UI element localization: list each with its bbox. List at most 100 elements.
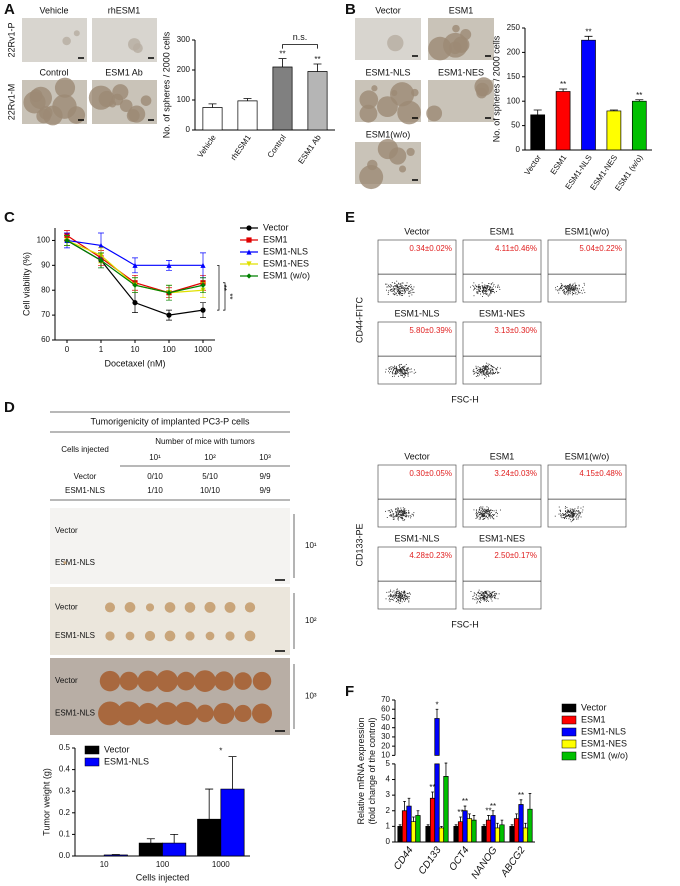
event-dot <box>400 511 402 513</box>
event-dot <box>385 371 387 373</box>
table-cell: 9/9 <box>259 486 271 495</box>
event-dot <box>478 368 480 370</box>
event-dot <box>394 371 396 373</box>
event-dot <box>573 509 575 511</box>
event-dot <box>407 593 409 595</box>
legend-marker <box>246 237 252 243</box>
event-dot <box>572 514 573 516</box>
event-dot <box>404 369 405 371</box>
event-dot <box>398 514 400 516</box>
event-dot <box>570 509 572 511</box>
event-dot <box>484 284 486 286</box>
sphere <box>54 77 76 98</box>
event-dot <box>479 597 481 599</box>
bar <box>237 100 258 131</box>
event-dot <box>399 595 401 597</box>
event-dot <box>489 294 491 296</box>
event-dot <box>484 595 486 597</box>
bar <box>410 821 417 843</box>
event-dot <box>404 508 406 510</box>
event-dot <box>398 290 400 292</box>
event-dot <box>481 513 482 515</box>
event-dot <box>574 290 576 292</box>
legend-label: ESM1 <box>263 234 288 244</box>
event-dot <box>492 369 494 371</box>
event-dot <box>476 515 478 517</box>
flow-plot <box>377 464 457 528</box>
x-tick-label: 1000 <box>194 345 212 354</box>
event-dot <box>493 292 495 294</box>
event-dot <box>555 287 556 289</box>
bar <box>555 91 571 151</box>
event-dot <box>475 285 477 287</box>
event-dot <box>391 368 393 370</box>
event-dot <box>489 515 491 517</box>
tumor <box>104 602 116 613</box>
event-dot <box>398 283 400 285</box>
event-dot <box>404 375 406 377</box>
event-dot <box>479 508 480 510</box>
event-dot <box>405 513 407 515</box>
event-dot <box>483 288 485 290</box>
event-dot <box>480 367 482 369</box>
event-dot <box>399 600 401 602</box>
event-dot <box>392 594 394 596</box>
event-dot <box>487 594 489 596</box>
event-dot <box>582 506 584 508</box>
event-dot <box>569 510 571 512</box>
tumor <box>117 701 141 726</box>
table-cell: ESM1-NLS <box>65 486 105 495</box>
event-dot <box>403 594 405 596</box>
event-dot <box>398 289 400 291</box>
event-dot <box>390 289 392 291</box>
event-dot <box>570 510 572 512</box>
event-dot <box>405 596 407 597</box>
event-dot <box>478 597 480 599</box>
event-dot <box>576 515 578 517</box>
event-dot <box>485 368 487 370</box>
error-bar <box>468 813 471 819</box>
event-dot <box>400 293 402 294</box>
event-dot <box>393 287 395 289</box>
event-dot <box>578 284 580 286</box>
event-dot <box>480 598 482 599</box>
event-dot <box>395 285 397 287</box>
event-dot <box>489 372 491 374</box>
event-dot <box>570 521 572 523</box>
image-label: ESM1(w/o) <box>366 129 411 139</box>
event-dot <box>494 595 496 597</box>
event-dot <box>481 510 483 512</box>
event-dot <box>401 516 403 518</box>
event-dot <box>472 598 474 599</box>
event-dot <box>480 371 482 373</box>
event-dot <box>487 511 489 513</box>
sphere <box>359 104 378 123</box>
event-dot <box>572 515 574 516</box>
flow-label: ESM1-NLS <box>394 533 439 543</box>
event-dot <box>568 514 570 516</box>
error-bar <box>208 103 217 108</box>
event-dot <box>389 510 391 512</box>
event-dot <box>402 598 404 600</box>
event-dot <box>475 597 477 599</box>
event-dot <box>483 593 485 595</box>
event-dot <box>481 593 483 595</box>
bar <box>197 818 222 857</box>
event-dot <box>482 369 483 371</box>
event-dot <box>473 286 475 288</box>
event-dot <box>386 591 388 593</box>
bar <box>443 776 449 843</box>
table-cell: Vector <box>74 472 97 481</box>
event-dot <box>493 596 495 598</box>
event-dot <box>400 593 402 595</box>
event-dot <box>399 596 401 598</box>
event-dot <box>389 594 391 596</box>
event-dot <box>394 282 396 284</box>
event-dot <box>394 367 395 369</box>
event-dot <box>481 291 483 292</box>
event-dot <box>470 591 472 592</box>
event-dot <box>557 289 559 291</box>
event-dot <box>572 514 574 515</box>
event-dot <box>400 368 402 370</box>
event-dot <box>480 591 482 593</box>
